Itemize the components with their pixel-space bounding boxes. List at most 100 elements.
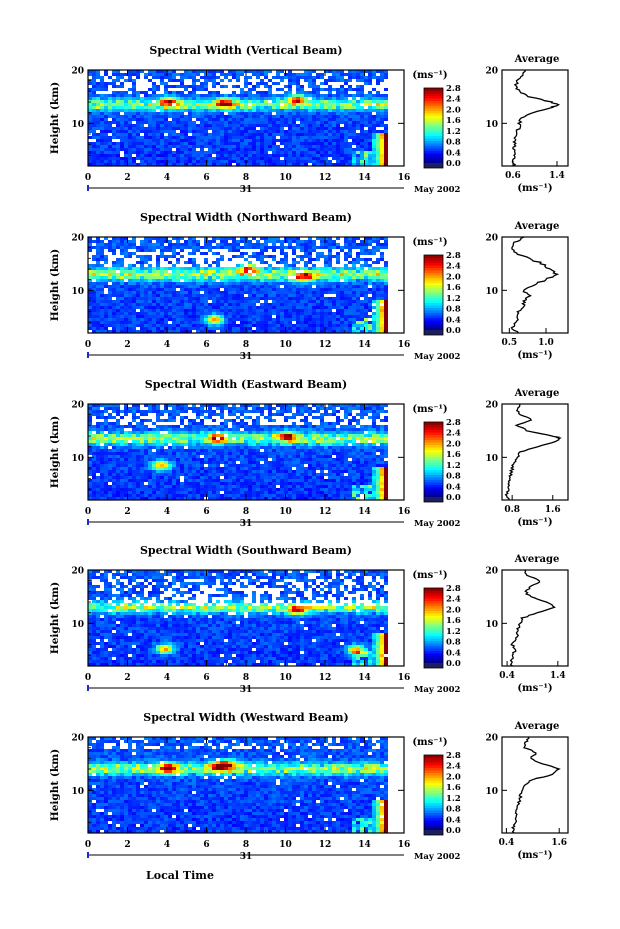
- colorbar-segment: [424, 125, 443, 129]
- colorbar-segment: [424, 613, 443, 616]
- colorbar-tick-label: 2.8: [446, 418, 461, 428]
- colorbar-segment: [424, 492, 443, 495]
- day-label: 31: [240, 519, 253, 529]
- average-x-tick-label: 1.6: [545, 505, 561, 515]
- colorbar-segment: [424, 820, 443, 823]
- x-tick-label: 0: [85, 173, 91, 183]
- day-label: 31: [240, 185, 253, 195]
- average-y-tick-label: 20: [485, 567, 498, 577]
- average-title: Average: [514, 554, 560, 565]
- colorbar-tick-label: 2.0: [446, 772, 461, 782]
- x-tick-label: 14: [358, 673, 371, 683]
- colorbar-segment: [424, 290, 443, 293]
- colorbar-frame: [423, 87, 444, 169]
- colorbar-segment: [424, 315, 443, 318]
- colorbar-segment: [424, 795, 443, 798]
- colorbar-unit: (ms⁻¹): [412, 404, 447, 415]
- x-tick-label: 8: [243, 507, 249, 517]
- colorbar-segment: [424, 267, 443, 271]
- y-tick-label: 10: [71, 287, 84, 297]
- colorbar-tick-label: 0.8: [446, 305, 461, 315]
- colorbar-segment: [424, 434, 443, 438]
- colorbar-tick-label: 0.8: [446, 805, 461, 815]
- colorbar-segment: [424, 472, 443, 475]
- colorbar-segment: [424, 770, 443, 773]
- colorbar-segment: [424, 822, 443, 826]
- x-tick-label: 6: [203, 507, 209, 517]
- average-frame: [501, 69, 569, 167]
- colorbar-segment: [424, 138, 443, 141]
- average-profile-line: [510, 736, 561, 834]
- colorbar-unit: (ms⁻¹): [412, 570, 447, 581]
- average-y-tick-label: 10: [485, 287, 498, 297]
- x-tick-label: 8: [243, 173, 249, 183]
- average-x-label: (ms⁻¹): [517, 517, 552, 528]
- colorbar-segment: [424, 810, 443, 813]
- colorbar-segment: [424, 787, 443, 791]
- panel-title: Spectral Width (Vertical Beam): [149, 44, 342, 57]
- colorbar-segment: [424, 785, 443, 788]
- colorbar-underflow: [424, 497, 443, 502]
- y-tick-label: 10: [71, 787, 84, 797]
- colorbar-segment: [424, 484, 443, 488]
- x-tick-label: 8: [243, 840, 249, 850]
- colorbar-segment: [424, 792, 443, 796]
- colorbar: 0.00.40.81.21.62.02.42.8: [423, 251, 461, 336]
- x-axis-label: Local Time: [146, 869, 214, 882]
- y-tick-label: 20: [71, 401, 84, 411]
- colorbar-segment: [424, 295, 443, 298]
- x-tick-label: 10: [279, 340, 292, 350]
- colorbar-segment: [424, 292, 443, 296]
- colorbar-segment: [424, 825, 443, 828]
- colorbar-tick-label: 0.4: [446, 315, 461, 325]
- colorbar-segment: [424, 280, 443, 283]
- colorbar-tick-label: 2.4: [446, 595, 461, 605]
- colorbar-segment: [424, 160, 443, 164]
- colorbar-segment: [424, 135, 443, 139]
- average-x-tick-label: 1.0: [538, 338, 554, 348]
- average-x-tick-label: 0.4: [499, 838, 515, 848]
- colorbar-segment: [424, 444, 443, 448]
- colorbar-segment: [424, 297, 443, 301]
- colorbar-segment: [424, 454, 443, 458]
- colorbar-tick-label: 0.4: [446, 482, 461, 492]
- x-tick-label: 14: [358, 507, 371, 517]
- x-tick-label: 16: [398, 173, 411, 183]
- colorbar-tick-label: 1.6: [446, 116, 461, 126]
- colorbar-tick-label: 2.0: [446, 105, 461, 115]
- colorbar-underflow: [424, 330, 443, 335]
- colorbar-tick-label: 2.4: [446, 762, 461, 772]
- colorbar-segment: [424, 282, 443, 286]
- x-tick-label: 4: [164, 340, 170, 350]
- colorbar: 0.00.40.81.21.62.02.42.8: [423, 84, 461, 169]
- colorbar-segment: [424, 310, 443, 313]
- colorbar-segment: [424, 812, 443, 816]
- average-profile-line: [510, 236, 560, 334]
- colorbar-tick-label: 2.8: [446, 251, 461, 261]
- colorbar-frame: [423, 587, 444, 669]
- colorbar-segment: [424, 630, 443, 634]
- colorbar-segment: [424, 155, 443, 159]
- colorbar-segment: [424, 148, 443, 151]
- colorbar-segment: [424, 90, 443, 94]
- colorbar-underflow: [424, 163, 443, 168]
- y-axis-label: Height (km): [49, 749, 61, 821]
- colorbar-segment: [424, 800, 443, 803]
- x-tick-label: 6: [203, 840, 209, 850]
- x-tick-label: 6: [203, 173, 209, 183]
- colorbar-tick-label: 0.4: [446, 815, 461, 825]
- x-tick-label: 10: [279, 673, 292, 683]
- colorbar-segment: [424, 439, 443, 443]
- colorbar-segment: [424, 660, 443, 664]
- x-tick-label: 8: [243, 673, 249, 683]
- colorbar-segment: [424, 143, 443, 146]
- colorbar-segment: [424, 442, 443, 445]
- colorbar-segment: [424, 623, 443, 626]
- average-frame: [501, 403, 569, 501]
- colorbar-segment: [424, 767, 443, 771]
- colorbar-segment: [424, 650, 443, 654]
- panel-title: Spectral Width (Southward Beam): [140, 544, 352, 557]
- x-tick-label: 2: [124, 673, 130, 683]
- average-y-tick-label: 10: [485, 787, 498, 797]
